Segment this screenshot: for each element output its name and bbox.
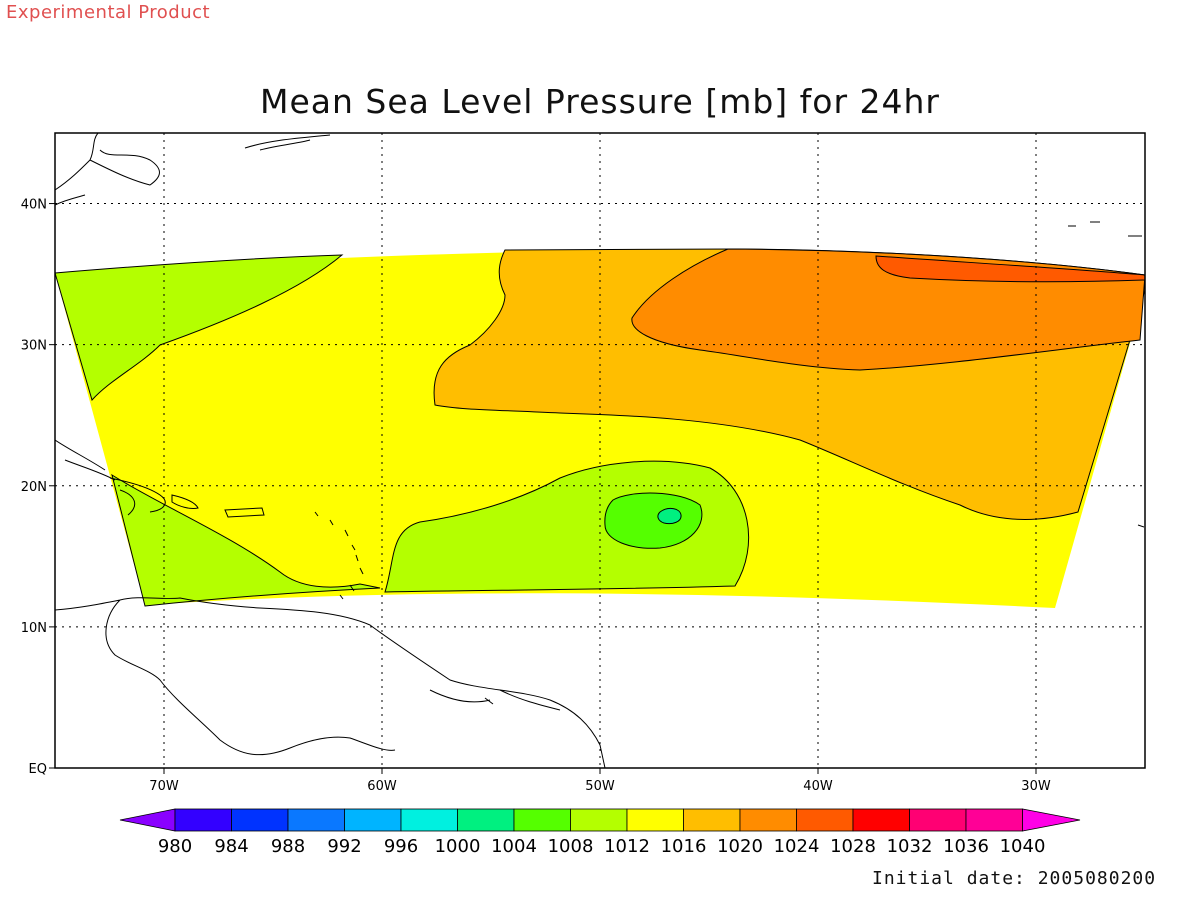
colorbar-swatch <box>626 808 684 832</box>
lon-tick-label: 60W <box>367 779 397 794</box>
lat-tick-label: 20N <box>21 480 47 495</box>
lat-tick-label: 10N <box>21 621 47 636</box>
pressure-region-1004 <box>657 507 682 525</box>
coastline-guianas <box>429 689 561 711</box>
lat-tick-label: 30N <box>21 339 47 354</box>
colorbar-swatch <box>570 808 628 832</box>
experimental-banner: Experimental Product <box>6 2 211 23</box>
colorbar-label: 1040 <box>1000 836 1046 857</box>
colorbar-swatch <box>796 808 854 832</box>
coastline-bermuda-azores <box>1068 221 1145 528</box>
colorbar-label: 996 <box>384 836 418 857</box>
colorbar-high-arrow <box>1022 808 1081 832</box>
lon-tick-label: 40W <box>803 779 833 794</box>
colorbar-swatch <box>174 808 232 832</box>
graticule <box>55 133 1145 768</box>
colorbar-low-arrow <box>119 808 176 832</box>
lon-tick-label: 50W <box>585 779 615 794</box>
colorbar: 980 984 988 992 996 1000 1004 1008 1012 1016 1020 1… <box>119 808 1081 857</box>
pressure-region-1008 <box>604 492 703 549</box>
coastline-nova-scotia <box>244 134 331 151</box>
lon-tick-label: 30W <box>1021 779 1051 794</box>
coastline-north-america <box>55 133 160 206</box>
lat-tick-label: EQ <box>29 762 47 777</box>
colorbar-swatch <box>513 808 571 832</box>
colorbar-label: 1000 <box>435 836 481 857</box>
colorbar-label: 1008 <box>548 836 594 857</box>
colorbar-label: 1012 <box>604 836 650 857</box>
colorbar-swatch <box>683 808 741 832</box>
colorbar-label: 992 <box>327 836 361 857</box>
coastline-south-america <box>55 597 606 768</box>
lon-tick-label: 70W <box>149 779 179 794</box>
lat-tick-label: 40N <box>21 198 47 213</box>
latitude-axis: EQ 10N 20N 30N 40N <box>21 198 55 777</box>
colorbar-label: 988 <box>271 836 305 857</box>
colorbar-label: 1036 <box>943 836 989 857</box>
colorbar-swatch <box>344 808 402 832</box>
pressure-region-1028 <box>875 255 1145 283</box>
colorbar-label: 984 <box>214 836 248 857</box>
colorbar-label: 1020 <box>717 836 763 857</box>
colorbar-swatch <box>231 808 289 832</box>
colorbar-swatch <box>739 808 797 832</box>
colorbar-label: 1016 <box>661 836 707 857</box>
longitude-axis: 70W 60W 50W 40W 30W <box>149 768 1051 794</box>
pressure-field <box>55 248 1145 608</box>
coastlines <box>55 133 1145 768</box>
colorbar-label: 1004 <box>491 836 537 857</box>
colorbar-swatch <box>287 808 345 832</box>
colorbar-label: 1024 <box>774 836 820 857</box>
colorbar-swatch <box>909 808 967 832</box>
coastline-hispaniola <box>109 477 166 516</box>
colorbar-swatch <box>400 808 458 832</box>
coastline-lesser-antilles <box>314 511 364 600</box>
colorbar-label: 980 <box>158 836 192 857</box>
colorbar-swatch <box>965 808 1023 832</box>
colorbar-label: 1032 <box>887 836 933 857</box>
colorbar-swatch <box>852 808 910 832</box>
colorbar-swatch <box>457 808 515 832</box>
colorbar-label: 1028 <box>830 836 876 857</box>
coastline-greater-antilles <box>171 494 265 518</box>
map-title: Mean Sea Level Pressure [mb] for 24hr <box>259 82 941 121</box>
initial-date: Initial date: 2005080200 <box>872 868 1157 889</box>
pressure-region-1012-southwest <box>111 473 381 607</box>
pressure-region-1012-northwest <box>55 254 344 402</box>
